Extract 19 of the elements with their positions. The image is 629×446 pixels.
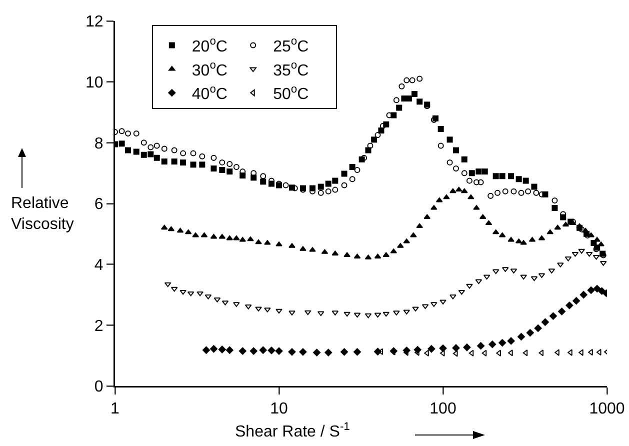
x-axis-title: Shear Rate / S$^{-1}$ bbox=[235, 421, 350, 441]
legend-label: 50$^{o}$C bbox=[273, 83, 309, 104]
legend-label: 30$^{o}$C bbox=[192, 60, 228, 80]
y-tick-label: 2 bbox=[94, 318, 104, 335]
x-tick-label: 1000 bbox=[589, 400, 625, 418]
x-tick-label: 100 bbox=[430, 400, 456, 418]
y-tick-label: 12 bbox=[86, 14, 104, 31]
legend-label: 25$^{o}$C bbox=[273, 36, 309, 56]
y-tick-label: 6 bbox=[94, 196, 104, 214]
y-tick-label: 4 bbox=[94, 256, 104, 274]
y-tick-label: 10 bbox=[86, 74, 104, 92]
legend-label: 20$^{o}$C bbox=[192, 36, 228, 56]
legend-label: 35$^{o}$C bbox=[273, 60, 309, 80]
x-tick-label: 10 bbox=[270, 400, 288, 418]
legend-label: 40$^{o}$C bbox=[192, 83, 228, 104]
y-axis-title: Relative Viscosity bbox=[11, 195, 74, 233]
y-tick-label: 0 bbox=[94, 378, 104, 396]
y-tick-label: 8 bbox=[94, 135, 104, 152]
x-tick-label: 1 bbox=[110, 400, 120, 418]
